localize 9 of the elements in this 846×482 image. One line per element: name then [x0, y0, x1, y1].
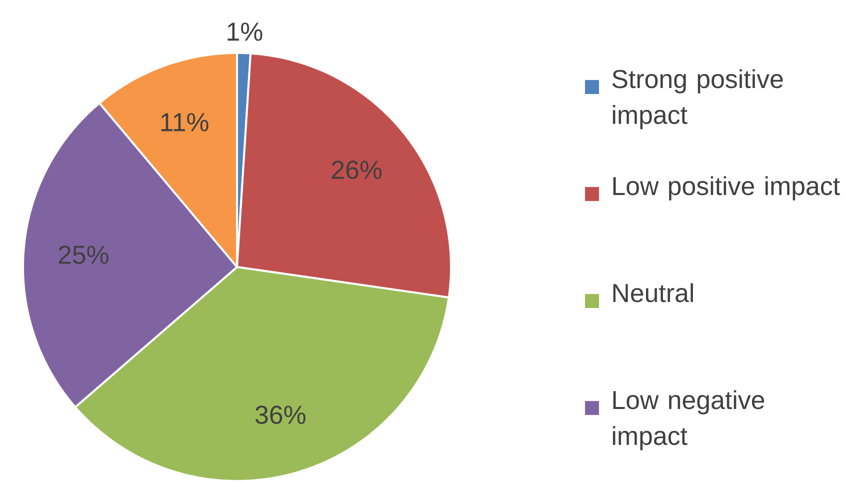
- legend-label: Neutral: [613, 283, 693, 302]
- legend-label: Strong positive impact: [612, 69, 783, 130]
- legend-label: Low negative impact: [612, 390, 764, 450]
- data-label: 25%: [58, 246, 108, 264]
- data-label: 26%: [332, 160, 382, 179]
- data-label: 36%: [255, 406, 306, 424]
- data-label: 1%: [228, 22, 262, 41]
- data-label: 11%: [161, 113, 208, 132]
- legend-label: Low positive impact: [613, 176, 840, 200]
